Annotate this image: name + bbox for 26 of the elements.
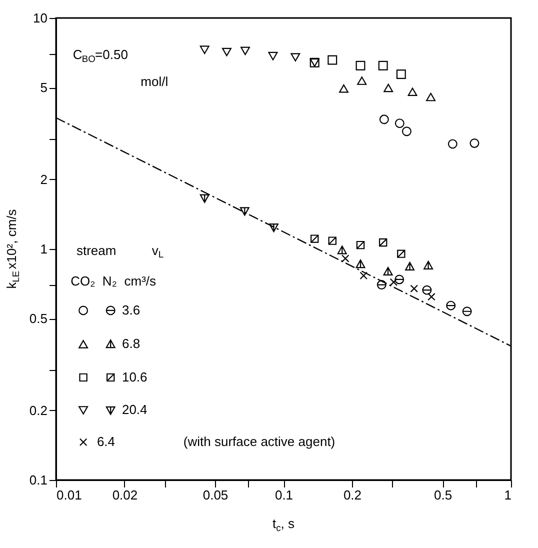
x-tick-label: 0.5: [434, 488, 452, 502]
annotation: cm³/s: [124, 273, 157, 288]
x-tick-label: 0.01: [56, 488, 82, 502]
x-tick-label: 0.05: [202, 488, 228, 502]
y-tick-label: 5: [40, 80, 48, 96]
x-tick-label: 1: [504, 488, 512, 502]
y-axis-title: kLEx10², cm/s: [4, 208, 21, 289]
y-tick-label: 2: [40, 172, 48, 187]
legend-label: 20.4: [122, 402, 148, 418]
annotation: N₂: [102, 273, 117, 288]
x-tick-label: 0.1: [274, 488, 294, 502]
legend-label: 3.6: [122, 302, 140, 318]
legend-label: 6.8: [122, 336, 140, 352]
annotation: stream: [76, 242, 116, 258]
x-tick-label: 0.02: [112, 488, 138, 502]
y-tick-label: 0.2: [29, 402, 48, 418]
legend-label: 6.4: [96, 434, 116, 450]
legend-label: 10.6: [122, 369, 148, 384]
annotation: CO₂: [70, 273, 96, 288]
annotation: (with surface active agent): [183, 434, 336, 450]
annotation: mol/l: [140, 74, 168, 89]
y-tick-label: 0.5: [29, 311, 48, 326]
y-tick-label: 0.1: [29, 472, 48, 488]
x-tick-label: 0.2: [343, 488, 362, 502]
y-tick-label: 10: [33, 10, 48, 26]
y-tick-label: 1: [40, 242, 48, 256]
